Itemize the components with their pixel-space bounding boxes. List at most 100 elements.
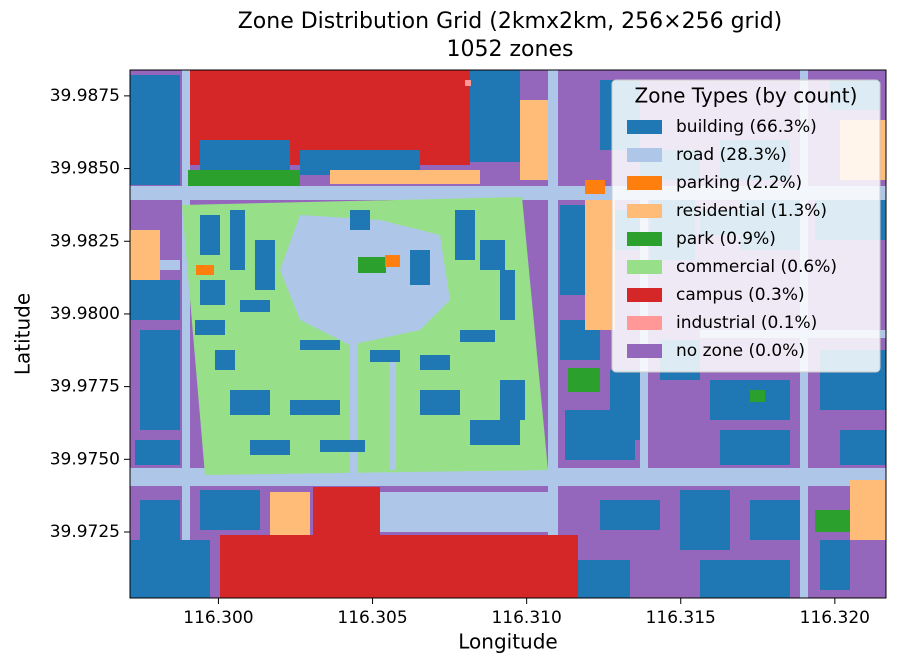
legend-swatch: [627, 232, 662, 246]
zone-cell: [390, 350, 396, 470]
zone-cell: [320, 440, 365, 452]
legend-swatch: [627, 344, 662, 358]
legend-swatch: [627, 316, 662, 330]
legend-swatch: [627, 176, 662, 190]
zone-cell: [200, 140, 290, 170]
legend: Zone Types (by count) building (66.3%) ro…: [611, 79, 881, 373]
zone-cell: [465, 80, 471, 86]
legend-swatch: [627, 204, 662, 218]
zone-cell: [290, 400, 340, 415]
legend-label: no zone (0.0%): [676, 341, 805, 361]
zone-cell: [460, 330, 495, 342]
x-tick-label: 116.320: [800, 608, 870, 628]
zone-cell: [130, 280, 180, 320]
zone-cell: [215, 350, 235, 370]
zone-cell: [680, 490, 730, 550]
zone-cell: [850, 480, 886, 540]
y-tick-label: 39.9725: [50, 522, 120, 542]
legend-box: [611, 79, 881, 373]
x-tick-label: 116.315: [646, 608, 716, 628]
legend-title: Zone Types (by count): [635, 84, 858, 108]
zone-cell: [220, 535, 578, 598]
zone-cell: [480, 240, 505, 270]
zone-cell: [500, 380, 525, 420]
y-tick-label: 39.9825: [50, 231, 120, 251]
zone-cell: [820, 540, 850, 590]
zone-cell: [380, 492, 550, 532]
zone-cell: [370, 350, 400, 362]
zone-cell: [330, 170, 480, 184]
zone-cell: [455, 210, 475, 260]
zone-cell: [188, 170, 300, 186]
legend-label: road (28.3%): [676, 145, 787, 165]
zone-cell: [195, 320, 225, 335]
zone-cell: [140, 330, 180, 430]
zone-cell: [520, 100, 548, 180]
zone-cell: [255, 240, 275, 290]
zone-cell: [300, 340, 340, 350]
y-tick-label: 39.9800: [50, 304, 120, 324]
plot-frame: [129, 69, 887, 599]
zone-cell: [358, 257, 386, 273]
y-tick-label: 39.9875: [50, 86, 120, 106]
zone-cell: [548, 70, 558, 598]
zone-cell: [350, 330, 358, 475]
legend-label: campus (0.3%): [676, 285, 805, 305]
legend-label: park (0.9%): [676, 229, 776, 249]
zone-cell: [815, 510, 850, 532]
y-tick-label: 39.9775: [50, 377, 120, 397]
zone-cell: [200, 215, 220, 255]
zone-cell: [840, 430, 886, 465]
legend-label: commercial (0.6%): [676, 257, 837, 277]
zone-cell: [130, 540, 210, 598]
zone-cell: [600, 500, 660, 530]
zone-cell: [135, 440, 180, 465]
zone-cell: [565, 410, 635, 460]
zone-cell: [230, 210, 245, 270]
y-axis-label: Latitude: [11, 293, 35, 375]
zone-cell: [230, 390, 270, 415]
x-tick-label: 116.300: [183, 608, 253, 628]
zone-cell: [182, 70, 190, 598]
zone-cell: [750, 500, 800, 540]
y-tick-label: 39.9750: [50, 449, 120, 469]
legend-label: parking (2.2%): [676, 173, 802, 193]
legend-label: residential (1.3%): [676, 201, 827, 221]
zone-cell: [585, 180, 605, 194]
chart-subtitle: 1052 zones: [447, 37, 574, 62]
zone-cell: [585, 200, 615, 330]
zone-cell: [560, 205, 585, 295]
zone-cell: [420, 355, 450, 370]
zone-cell: [720, 430, 790, 465]
zone-cell: [410, 250, 430, 285]
legend-label: industrial (0.1%): [676, 313, 817, 333]
x-tick-label: 116.305: [337, 608, 407, 628]
zone-cell: [250, 440, 290, 455]
zone-cell: [700, 560, 790, 598]
legend-swatch: [627, 288, 662, 302]
legend-label: building (66.3%): [676, 117, 817, 137]
legend-swatch: [627, 260, 662, 274]
x-tick-label: 116.310: [491, 608, 561, 628]
legend-swatch: [627, 120, 662, 134]
y-tick-label: 39.9850: [50, 159, 120, 179]
zone-cell: [470, 420, 520, 445]
zone-cell: [385, 255, 400, 267]
zone-cell: [196, 265, 214, 275]
zone-cell: [200, 490, 260, 530]
zone-cell: [568, 368, 600, 392]
x-axis-label: Longitude: [458, 630, 557, 654]
zone-cell: [240, 300, 270, 312]
legend-swatch: [627, 148, 662, 162]
zone-cell: [500, 270, 515, 320]
zone-cell: [750, 390, 765, 402]
zone-cell: [350, 210, 370, 230]
zone-cell: [200, 280, 225, 305]
zone-area: [280, 215, 450, 345]
zone-cell: [130, 230, 160, 280]
zone-cell: [470, 70, 520, 162]
chart-title: Zone Distribution Grid (2kmx2km, 256×256…: [238, 9, 783, 34]
zone-cell: [420, 390, 460, 415]
zone-cell: [130, 75, 180, 185]
